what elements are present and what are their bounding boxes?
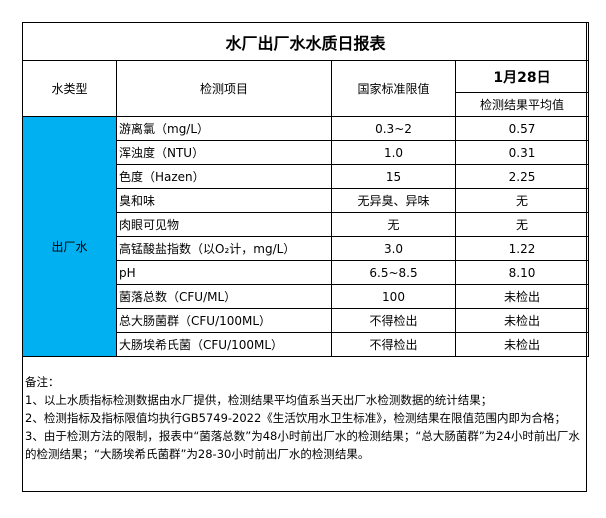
item-cell: 臭和味 [116, 188, 332, 213]
water-type-cell: 出厂水 [22, 116, 117, 357]
result-cell: 无 [454, 212, 590, 237]
result-cell: 0.31 [454, 140, 590, 165]
header-result: 检测结果平均值 [454, 92, 590, 117]
report-table: 水厂出厂水水质日报表 水类型 检测项目 国家标准限值 1月28日 检测结果平均值… [21, 22, 590, 357]
result-cell: 8.10 [454, 260, 590, 285]
result-cell: 未检出 [454, 284, 590, 309]
item-cell: 高锰酸盐指数（以O₂计，mg/L） [116, 236, 332, 261]
limit-cell: 15 [331, 164, 456, 189]
header-water-type: 水类型 [22, 60, 117, 117]
limit-cell: 0.3~2 [331, 116, 456, 141]
item-cell: 总大肠菌群（CFU/100ML） [116, 308, 332, 333]
limit-cell: 100 [331, 284, 456, 309]
limit-cell: 6.5~8.5 [331, 260, 456, 285]
note-3: 3、由于检测方法的限制，报表中“菌落总数”为48小时前出厂水的检测结果；“总大肠… [25, 429, 580, 461]
item-cell: pH [116, 260, 332, 285]
item-cell: 肉眼可见物 [116, 212, 332, 237]
limit-cell: 无 [331, 212, 456, 237]
header-limit: 国家标准限值 [331, 60, 456, 117]
limit-cell: 3.0 [331, 236, 456, 261]
item-cell: 大肠埃希氏菌（CFU/100ML） [116, 332, 332, 357]
table-row: 浑浊度（NTU） 1.0 0.31 [23, 140, 590, 165]
table-row: 菌落总数（CFU/ML） 100 未检出 [23, 284, 590, 309]
header-item: 检测项目 [116, 60, 332, 117]
report-title: 水厂出厂水水质日报表 [21, 22, 590, 61]
notes: 备注： 1、以上水质指标检测数据由水厂提供，检测结果平均值系当天出厂水检测数据的… [25, 373, 585, 463]
table-row: 总大肠菌群（CFU/100ML） 不得检出 未检出 [23, 308, 590, 333]
table-row: 臭和味 无异臭、异味无 [23, 188, 590, 213]
notes-label: 备注： [25, 375, 60, 389]
table-row: 大肠埃希氏菌（CFU/100ML） 不得检出 未检出 [23, 332, 590, 357]
item-cell: 菌落总数（CFU/ML） [116, 284, 332, 309]
result-cell: 0.57 [454, 116, 590, 141]
limit-cell: 不得检出 [331, 308, 456, 333]
header-date: 1月28日 [454, 60, 590, 93]
table-row: 高锰酸盐指数（以O₂计，mg/L） 3.0 1.22 [23, 236, 590, 261]
table-row: pH 6.5~8.5 8.10 [23, 260, 590, 285]
table-row: 出厂水 游离氯（mg/L） 0.3~2 0.57 [22, 116, 590, 357]
result-cell: 2.25 [454, 164, 590, 189]
result-cell: 无 [454, 188, 590, 213]
table-row: 色度（Hazen） 15 2.25 [23, 164, 590, 189]
result-cell: 未检出 [454, 308, 590, 333]
note-1: 1、以上水质指标检测数据由水厂提供，检测结果平均值系当天出厂水检测数据的统计结果… [25, 393, 493, 407]
item-cell: 浑浊度（NTU） [116, 140, 332, 165]
note-2: 2、检测指标及指标限值均执行GB5749-2022《生活饮用水卫生标准》，检测结… [25, 411, 567, 425]
limit-cell: 无异臭、异味 [331, 188, 456, 213]
result-cell: 未检出 [454, 332, 590, 357]
item-cell: 游离氯（mg/L） [116, 116, 332, 141]
limit-cell: 不得检出 [331, 332, 456, 357]
item-cell: 色度（Hazen） [116, 164, 332, 189]
result-cell: 1.22 [454, 236, 590, 261]
limit-cell: 1.0 [331, 140, 456, 165]
